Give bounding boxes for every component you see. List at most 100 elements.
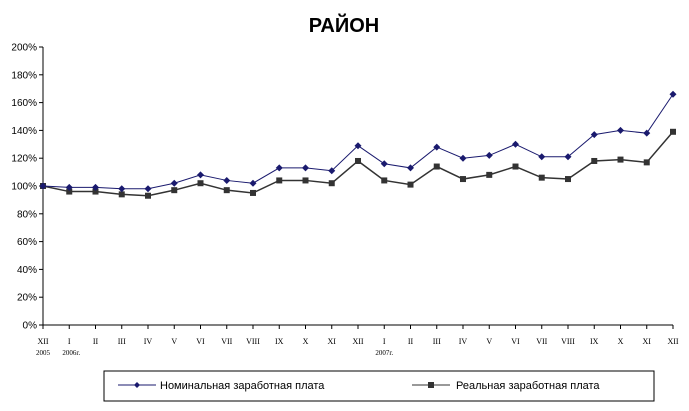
data-point-nominal bbox=[197, 171, 204, 179]
x-tick-label: III bbox=[433, 337, 441, 346]
data-point-nominal bbox=[380, 160, 388, 168]
x-tick-label: VII bbox=[536, 337, 547, 346]
data-point-nominal bbox=[65, 183, 73, 191]
y-tick-label: 80% bbox=[17, 209, 37, 220]
data-point-nominal bbox=[223, 176, 231, 184]
x-tick-label: IV bbox=[459, 337, 468, 346]
data-point-real bbox=[355, 157, 361, 164]
data-point-nominal bbox=[538, 153, 546, 161]
legend-label-real: Реальная заработная плата bbox=[456, 380, 600, 392]
data-point-real bbox=[171, 187, 178, 194]
data-point-nominal bbox=[275, 164, 283, 172]
y-tick-label: 20% bbox=[17, 293, 37, 304]
data-point-real bbox=[223, 187, 230, 194]
x-tick-label: VII bbox=[221, 337, 232, 346]
y-tick-label: 120% bbox=[11, 154, 37, 165]
x-tick-label: VIII bbox=[246, 337, 260, 346]
legend-marker-nominal bbox=[134, 382, 140, 388]
x-tick-label: X bbox=[618, 337, 624, 346]
data-point-real bbox=[617, 156, 624, 163]
data-point-real bbox=[302, 177, 309, 184]
x-tick-label: XII bbox=[667, 337, 678, 346]
data-point-nominal bbox=[354, 142, 362, 150]
x-tick-label: XI bbox=[643, 337, 652, 346]
y-tick-label: 200% bbox=[11, 43, 37, 54]
data-point-nominal bbox=[39, 182, 47, 190]
chart-title: РАЙОН bbox=[309, 13, 379, 37]
data-point-real bbox=[433, 163, 440, 170]
data-point-real bbox=[565, 176, 571, 183]
y-axis: 0% 20% 40% 60% 80% 100% 120% 140% 160% 180% 200% bbox=[11, 43, 44, 332]
data-point-real bbox=[250, 189, 256, 196]
x-tick-label: VIII bbox=[561, 337, 575, 346]
x-tick-label: IX bbox=[275, 337, 284, 346]
x-tick-label: V bbox=[486, 337, 492, 346]
data-point-nominal bbox=[459, 154, 467, 162]
data-point-nominal bbox=[512, 140, 519, 148]
data-point-nominal bbox=[249, 179, 257, 187]
x-tick-label: V bbox=[171, 337, 177, 346]
data-point-nominal bbox=[144, 185, 152, 193]
x-tick-label: X bbox=[303, 337, 309, 346]
data-point-real bbox=[538, 174, 545, 181]
x-tick-label: VI bbox=[511, 337, 520, 346]
data-point-real bbox=[460, 176, 466, 183]
x-tick-label: II bbox=[93, 337, 99, 346]
data-point-nominal bbox=[590, 131, 598, 139]
x-year-label: 2006г. bbox=[62, 349, 80, 357]
y-tick-label: 140% bbox=[11, 126, 37, 137]
data-point-nominal bbox=[92, 183, 99, 191]
data-point-real bbox=[328, 180, 335, 187]
data-point-real bbox=[591, 157, 598, 164]
data-point-nominal bbox=[118, 185, 126, 193]
data-point-nominal bbox=[643, 129, 651, 137]
y-tick-label: 160% bbox=[11, 98, 37, 109]
data-point-real bbox=[118, 191, 125, 198]
data-point-real bbox=[276, 177, 283, 184]
data-point-nominal bbox=[170, 179, 178, 187]
x-year-label: 2005 bbox=[36, 349, 51, 357]
x-tick-label: II bbox=[408, 337, 414, 346]
data-point-real bbox=[92, 188, 99, 195]
x-tick-label: I bbox=[383, 337, 386, 346]
y-tick-label: 60% bbox=[17, 237, 37, 248]
x-tick-label: XI bbox=[328, 337, 337, 346]
data-point-nominal bbox=[669, 90, 677, 98]
data-point-nominal bbox=[407, 164, 414, 172]
x-tick-label: VI bbox=[196, 337, 205, 346]
data-point-real bbox=[512, 163, 519, 170]
data-point-nominal bbox=[564, 153, 572, 161]
x-tick-label: I bbox=[68, 337, 71, 346]
data-point-real bbox=[643, 159, 650, 166]
data-point-real bbox=[486, 171, 493, 178]
y-tick-label: 180% bbox=[11, 70, 37, 81]
legend-label-nominal: Номинальная заработная плата bbox=[160, 380, 325, 392]
data-point-real bbox=[145, 192, 151, 199]
x-tick-label: XII bbox=[37, 337, 48, 346]
data-point-nominal bbox=[617, 126, 624, 134]
legend-box bbox=[103, 370, 655, 402]
legend-marker-real bbox=[428, 382, 434, 388]
x-tick-label: IV bbox=[144, 337, 153, 346]
data-point-nominal bbox=[485, 151, 493, 159]
data-point-real bbox=[197, 180, 204, 187]
data-point-nominal bbox=[302, 164, 309, 172]
series-line-nominal bbox=[42, 93, 674, 190]
legend: Номинальная заработная плата Реальная за… bbox=[103, 370, 655, 402]
data-point-real bbox=[381, 177, 388, 184]
series-layer bbox=[39, 90, 677, 199]
x-axis: XII I II III IV V VI VII VIII IX X XI XII I II III IV V VI… bbox=[36, 324, 679, 357]
y-tick-label: 0% bbox=[23, 321, 38, 332]
y-tick-label: 100% bbox=[11, 182, 37, 193]
data-point-real bbox=[66, 188, 73, 195]
x-tick-label: XII bbox=[352, 337, 363, 346]
y-tick-label: 40% bbox=[17, 265, 37, 276]
x-tick-label: III bbox=[118, 337, 126, 346]
x-tick-label: IX bbox=[590, 337, 599, 346]
data-point-real bbox=[670, 128, 676, 135]
data-point-real bbox=[407, 181, 414, 188]
data-point-nominal bbox=[328, 167, 336, 175]
data-point-nominal bbox=[433, 143, 441, 151]
x-year-label: 2007г. bbox=[375, 349, 393, 357]
